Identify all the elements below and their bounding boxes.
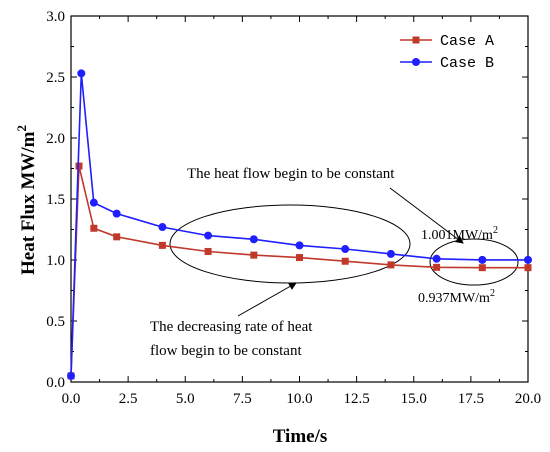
case-b-point bbox=[249, 235, 258, 244]
y-tick-label: 2.5 bbox=[46, 70, 65, 86]
case-a-point bbox=[113, 233, 121, 241]
axes-layer: 0.0 2.5 5.0 7.5 10.0 12.5 15.0 17.5 20.0 0.0 0.5 1.… bbox=[46, 9, 541, 407]
legend-marker-case-b bbox=[412, 58, 420, 66]
case-a-point bbox=[90, 224, 98, 232]
y-tick-label: 1.0 bbox=[46, 253, 65, 269]
legend-label-case-b: Case B bbox=[440, 55, 494, 72]
case-b-point bbox=[524, 255, 532, 264]
case-b-point bbox=[204, 231, 213, 240]
case-b-point bbox=[432, 254, 441, 263]
x-tick-label: 2.5 bbox=[119, 391, 138, 407]
case-b-point bbox=[112, 209, 121, 218]
x-tick-label: 12.5 bbox=[344, 391, 370, 407]
decreasing-rate-annotation-line1: The decreasing rate of heat bbox=[150, 319, 313, 335]
case-a-point bbox=[433, 263, 441, 271]
constant-flow-arrow bbox=[389, 187, 464, 244]
case-a-final-value: 0.937MW/m2 bbox=[418, 288, 495, 306]
decreasing-rate-arrow bbox=[237, 282, 297, 317]
y-axis-title: Heat Flux MW/m2 bbox=[14, 125, 39, 275]
x-tick-label: 0.0 bbox=[62, 391, 81, 407]
legend-label-case-a: Case A bbox=[440, 33, 494, 50]
x-tick-label: 15.0 bbox=[401, 391, 427, 407]
case-a-point bbox=[158, 241, 166, 249]
case-a-point bbox=[524, 264, 532, 272]
case-a-point bbox=[387, 261, 395, 269]
case-a-point bbox=[296, 254, 303, 262]
y-tick-label: 2.0 bbox=[46, 131, 65, 147]
x-tick-label: 20.0 bbox=[515, 391, 541, 407]
x-tick-label: 7.5 bbox=[233, 391, 252, 407]
series-layer bbox=[67, 69, 532, 380]
decreasing-rate-annotation-line2: flow begin to be constant bbox=[150, 343, 302, 359]
case-b-point bbox=[67, 371, 75, 380]
case-a-point bbox=[204, 247, 212, 255]
case-b-final-value: 1.001MW/m2 bbox=[421, 225, 498, 243]
x-tick-label: 17.5 bbox=[458, 391, 484, 407]
case-b-point bbox=[478, 255, 487, 264]
case-b-point bbox=[77, 69, 86, 78]
annotation-layer: The heat flow begin to be constant The d… bbox=[150, 166, 519, 359]
y-tick-label: 1.5 bbox=[46, 192, 65, 208]
y-tick-label: 0.0 bbox=[46, 375, 65, 391]
constant-flow-annotation: The heat flow begin to be constant bbox=[187, 166, 395, 182]
case-b-point bbox=[386, 249, 395, 258]
x-tick-label: 10.0 bbox=[286, 391, 312, 407]
x-tick-label: 5.0 bbox=[176, 391, 195, 407]
case-a-point bbox=[341, 257, 349, 265]
case-b-point bbox=[89, 198, 98, 207]
case-b-point bbox=[295, 241, 304, 250]
legend-marker-case-a bbox=[412, 36, 420, 44]
x-axis-title: Time/s bbox=[273, 426, 328, 447]
constant-flow-ellipse bbox=[429, 238, 519, 286]
case-a-point bbox=[250, 251, 258, 259]
case-b-point bbox=[158, 223, 167, 232]
case-b-point bbox=[341, 245, 350, 254]
y-tick-label: 0.5 bbox=[46, 314, 65, 330]
case-a-point bbox=[478, 264, 486, 272]
legend: Case A Case B bbox=[400, 33, 494, 72]
y-tick-label: 3.0 bbox=[46, 9, 65, 25]
case-a-point bbox=[75, 162, 83, 170]
